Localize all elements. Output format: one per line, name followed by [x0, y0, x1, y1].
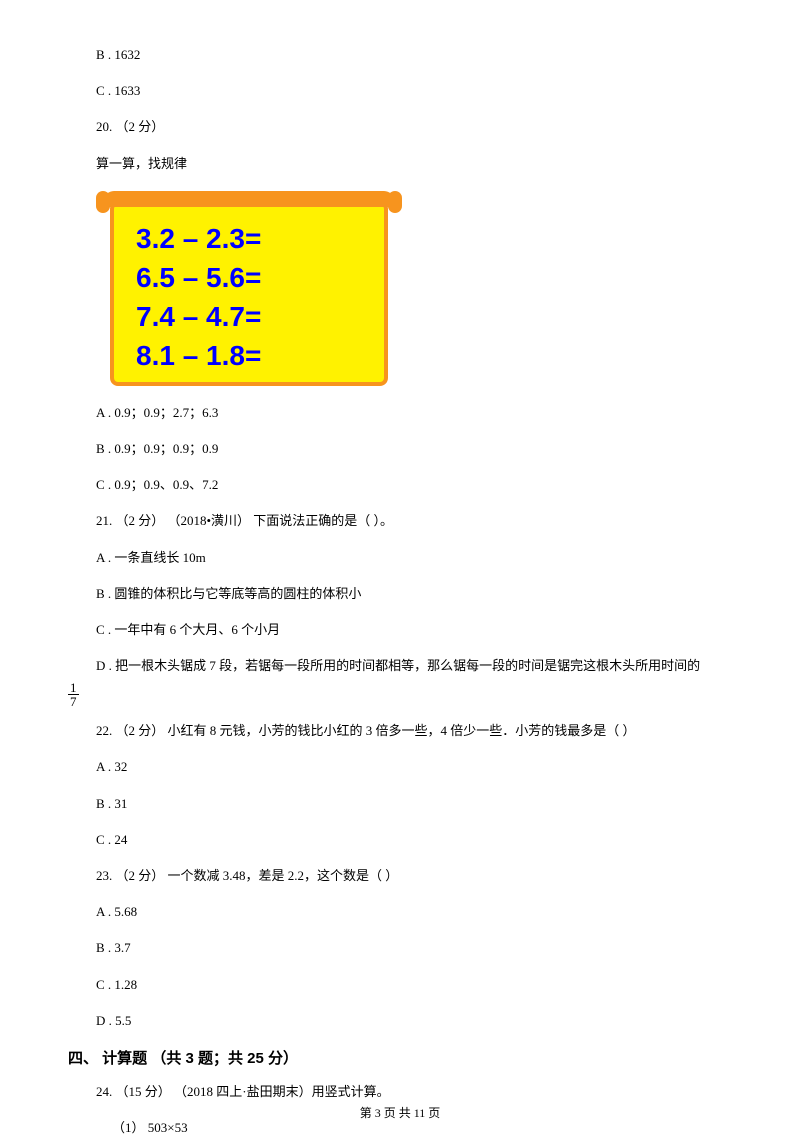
q23-option-c: C . 1.28 — [64, 976, 736, 994]
q21-option-b: B . 圆锥的体积比与它等底等高的圆柱的体积小 — [64, 585, 736, 603]
scroll-line-1: 3.2 – 2.3= — [136, 219, 362, 258]
q22-stem: 22. （2 分） 小红有 8 元钱，小芳的钱比小红的 3 倍多一些，4 倍少一… — [64, 722, 736, 740]
fraction-numerator: 1 — [68, 681, 79, 695]
q21-option-a: A . 一条直线长 10m — [64, 549, 736, 567]
q20-stem: 20. （2 分） — [64, 118, 736, 136]
scroll-knob-left — [96, 191, 110, 213]
scroll-line-4: 8.1 – 1.8= — [136, 336, 362, 375]
q23-option-b: B . 3.7 — [64, 939, 736, 957]
page-footer: 第 3 页 共 11 页 — [0, 1105, 800, 1122]
q20-text: 算一算，找规律 — [64, 155, 736, 173]
scroll-line-2: 6.5 – 5.6= — [136, 258, 362, 297]
q23-option-d: D . 5.5 — [64, 1012, 736, 1030]
section-4-header: 四、 计算题 （共 3 题；共 25 分） — [64, 1048, 736, 1069]
fraction-icon: 1 7 — [68, 681, 79, 708]
scroll-body: 3.2 – 2.3= 6.5 – 5.6= 7.4 – 4.7= 8.1 – 1… — [110, 201, 388, 386]
q22-option-c: C . 24 — [64, 831, 736, 849]
q21-option-c: C . 一年中有 6 个大月、6 个小月 — [64, 621, 736, 639]
q20-option-c: C . 0.9；0.9、0.9、7.2 — [64, 476, 736, 494]
q24-stem: 24. （15 分） （2018 四上·盐田期末）用竖式计算。 — [64, 1083, 736, 1101]
option-b-1632: B . 1632 — [64, 46, 736, 64]
option-c-1633: C . 1633 — [64, 82, 736, 100]
scroll-image: 3.2 – 2.3= 6.5 – 5.6= 7.4 – 4.7= 8.1 – 1… — [96, 191, 402, 386]
q21-stem: 21. （2 分） （2018•潢川） 下面说法正确的是（ ）。 — [64, 512, 736, 530]
q21-option-d: D . 把一根木头锯成 7 段，若锯每一段所用的时间都相等，那么锯每一段的时间是… — [64, 657, 736, 675]
q23-option-a: A . 5.68 — [64, 903, 736, 921]
q22-option-b: B . 31 — [64, 795, 736, 813]
q22-option-a: A . 32 — [64, 758, 736, 776]
scroll-roll — [104, 191, 394, 207]
q23-stem: 23. （2 分） 一个数减 3.48，差是 2.2，这个数是（ ） — [64, 867, 736, 885]
q20-option-b: B . 0.9；0.9；0.9；0.9 — [64, 440, 736, 458]
scroll-line-3: 7.4 – 4.7= — [136, 297, 362, 336]
q20-option-a: A . 0.9；0.9；2.7；6.3 — [64, 404, 736, 422]
q21-fraction: 1 7 — [64, 681, 736, 708]
fraction-denominator: 7 — [68, 695, 79, 708]
scroll-knob-right — [388, 191, 402, 213]
